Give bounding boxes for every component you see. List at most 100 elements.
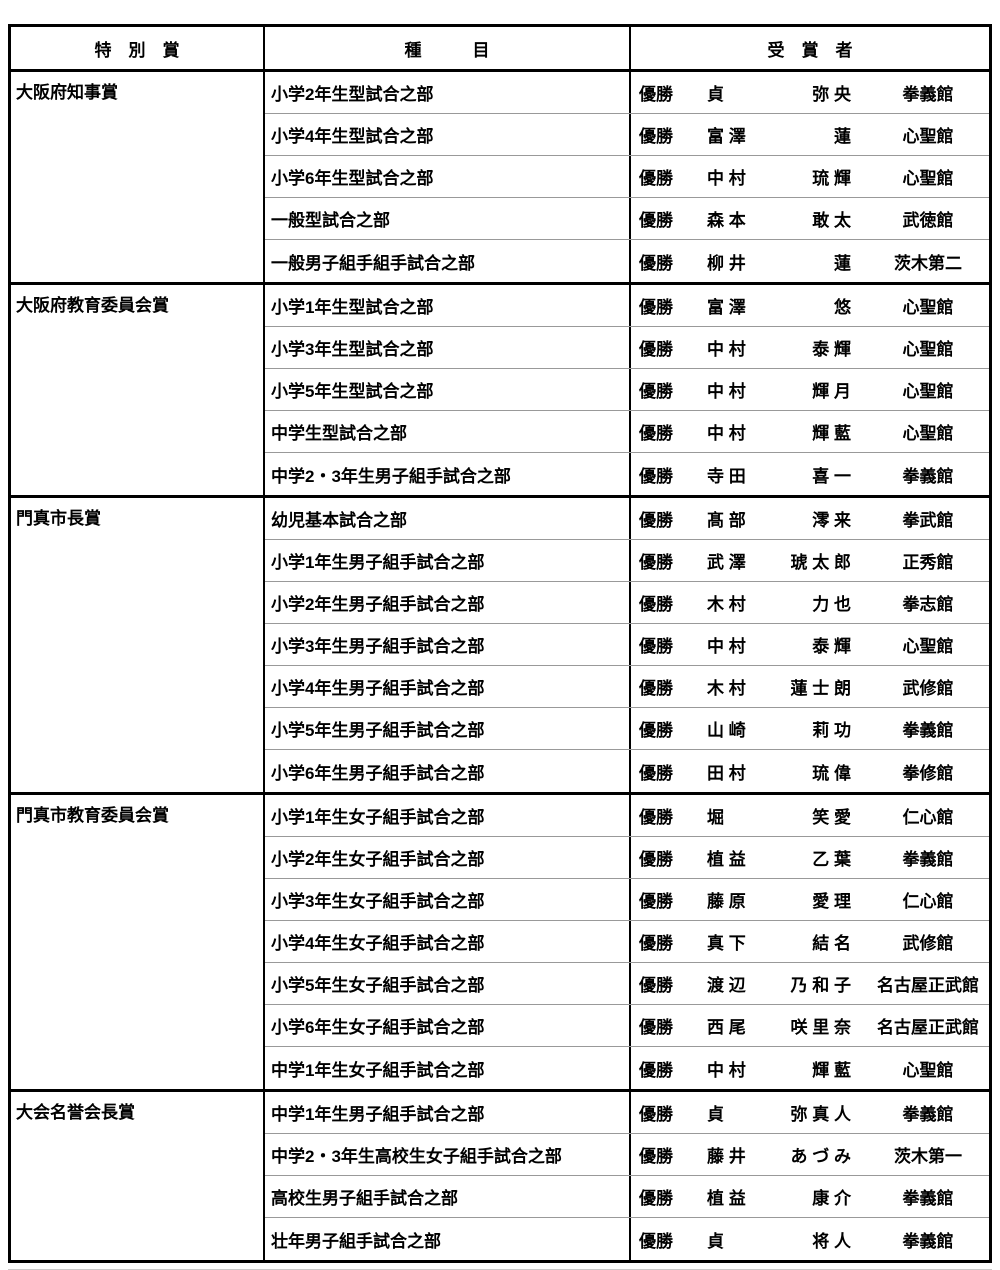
recipient-cell: 優勝 中 村 輝 藍 心聖館 (631, 411, 989, 452)
rank-label: 優勝 (639, 1105, 673, 1124)
table-row: 中学生型試合之部 優勝 中 村 輝 藍 心聖館 (265, 411, 989, 453)
winner-surname: 中 村 (707, 1060, 746, 1080)
winner-surname: 貞 (707, 85, 724, 104)
winner-surname: 渡 辺 (707, 976, 746, 995)
table-row: 中学2・3年生高校生女子組手試合之部 優勝 藤 井 あ づ み 茨木第一 (265, 1134, 989, 1176)
event-name: 小学4年生女子組手試合之部 (265, 921, 631, 962)
recipient-cell: 優勝 藤 井 あ づ み 茨木第一 (631, 1134, 989, 1175)
winner-given-name: 力 也 (812, 595, 851, 614)
rank-label: 優勝 (639, 466, 673, 486)
event-name: 小学2年生型試合之部 (265, 72, 631, 113)
recipient-cell: 優勝 植 益 康 介 拳義館 (631, 1176, 989, 1217)
winner-surname: 藤 原 (707, 892, 746, 911)
winner-given-name: 将 人 (812, 1231, 851, 1251)
rank-label: 優勝 (639, 934, 673, 953)
table-row: 小学3年生男子組手試合之部 優勝 中 村 泰 輝 心聖館 (265, 624, 989, 666)
recipient-cell: 優勝 富 澤 蓮 心聖館 (631, 114, 989, 155)
table-row: 一般型試合之部 優勝 森 本 敢 太 武徳館 (265, 198, 989, 240)
recipient-cell: 優勝 中 村 泰 輝 心聖館 (631, 327, 989, 368)
winner-dojo: 拳修館 (902, 763, 954, 783)
winner-given-name: 琥 太 郎 (790, 553, 851, 572)
winner-given-name: 乙 葉 (812, 850, 851, 869)
event-name: 壮年男子組手試合之部 (265, 1218, 631, 1260)
winner-dojo: 茨木第二 (894, 253, 962, 273)
rank-label: 優勝 (639, 340, 673, 359)
winner-given-name: 愛 理 (812, 892, 851, 911)
rank-label: 優勝 (639, 511, 673, 530)
recipient-cell: 優勝 中 村 輝 藍 心聖館 (631, 1047, 989, 1089)
winner-given-name: 喜 一 (812, 466, 851, 486)
table-row: 小学4年生女子組手試合之部 優勝 真 下 結 名 武修館 (265, 921, 989, 963)
award-group: 大阪府知事賞 小学2年生型試合之部 優勝 貞 弥 央 拳義館 小学4年生型試合之… (11, 72, 989, 285)
winner-surname: 富 澤 (707, 298, 746, 317)
event-name: 小学6年生型試合之部 (265, 156, 631, 197)
recipient-cell: 優勝 田 村 琉 偉 拳修館 (631, 750, 989, 792)
event-name: 小学3年生女子組手試合之部 (265, 879, 631, 920)
winner-given-name: 琉 偉 (812, 763, 851, 783)
table-row: 小学5年生女子組手試合之部 優勝 渡 辺 乃 和 子 名古屋正武館 (265, 963, 989, 1005)
winner-surname: 富 澤 (707, 127, 746, 146)
winner-surname: 中 村 (707, 382, 746, 401)
rank-label: 優勝 (639, 763, 673, 783)
recipient-cell: 優勝 真 下 結 名 武修館 (631, 921, 989, 962)
winner-given-name: 笑 愛 (812, 808, 851, 827)
winner-surname: 西 尾 (707, 1018, 746, 1037)
award-name: 大阪府知事賞 (11, 72, 265, 282)
winner-surname: 貞 (707, 1231, 724, 1251)
recipient-cell: 優勝 木 村 蓮 士 朗 武修館 (631, 666, 989, 707)
rank-label: 優勝 (639, 679, 673, 698)
winner-given-name: 泰 輝 (812, 637, 851, 656)
award-name: 大会名誉会長賞 (11, 1092, 265, 1260)
table-row: 小学6年生男子組手試合之部 優勝 田 村 琉 偉 拳修館 (265, 750, 989, 792)
event-name: 幼児基本試合之部 (265, 498, 631, 539)
recipient-cell: 優勝 山 崎 莉 功 拳義館 (631, 708, 989, 749)
recipient-cell: 優勝 貞 将 人 拳義館 (631, 1218, 989, 1260)
award-name: 門真市教育委員会賞 (11, 795, 265, 1089)
winner-surname: 真 下 (707, 934, 746, 953)
rank-label: 優勝 (639, 382, 673, 401)
winner-surname: 田 村 (707, 763, 746, 783)
winner-dojo: 心聖館 (902, 637, 954, 656)
winner-given-name: 輝 月 (812, 382, 851, 401)
event-name: 小学4年生型試合之部 (265, 114, 631, 155)
winner-dojo: 心聖館 (902, 382, 954, 401)
event-name: 小学6年生男子組手試合之部 (265, 750, 631, 792)
table-row: 一般男子組手組手試合之部 優勝 柳 井 蓮 茨木第二 (265, 240, 989, 282)
event-name: 高校生男子組手試合之部 (265, 1176, 631, 1217)
table-row: 小学3年生型試合之部 優勝 中 村 泰 輝 心聖館 (265, 327, 989, 369)
rank-label: 優勝 (639, 892, 673, 911)
table-row: 小学2年生女子組手試合之部 優勝 植 益 乙 葉 拳義館 (265, 837, 989, 879)
event-name: 中学1年生女子組手試合之部 (265, 1047, 631, 1089)
rank-label: 優勝 (639, 1231, 673, 1251)
table-row: 小学2年生男子組手試合之部 優勝 木 村 力 也 拳志館 (265, 582, 989, 624)
winner-dojo: 心聖館 (902, 424, 954, 443)
award-group: 門真市長賞 幼児基本試合之部 優勝 髙 部 澪 来 拳武館 小学1年生男子組手試… (11, 498, 989, 795)
awards-table: 特 別 賞 種 目 受 賞 者 大阪府知事賞 小学2年生型試合之部 優勝 貞 弥… (8, 24, 992, 1263)
recipient-cell: 優勝 堀 笑 愛 仁心館 (631, 795, 989, 836)
table-row: 小学4年生型試合之部 優勝 富 澤 蓮 心聖館 (265, 114, 989, 156)
rank-label: 優勝 (639, 595, 673, 614)
group-rows: 幼児基本試合之部 優勝 髙 部 澪 来 拳武館 小学1年生男子組手試合之部 優勝… (265, 498, 989, 792)
winner-dojo: 心聖館 (902, 298, 954, 317)
recipient-cell: 優勝 貞 弥 央 拳義館 (631, 72, 989, 113)
winner-surname: 堀 (707, 808, 724, 827)
event-name: 一般型試合之部 (265, 198, 631, 239)
winner-given-name: 弥 央 (812, 85, 851, 104)
winner-given-name: 輝 藍 (812, 1060, 851, 1080)
event-name: 小学2年生女子組手試合之部 (265, 837, 631, 878)
header-special-award: 特 別 賞 (11, 27, 265, 69)
group-rows: 小学1年生女子組手試合之部 優勝 堀 笑 愛 仁心館 小学2年生女子組手試合之部… (265, 795, 989, 1089)
winner-surname: 中 村 (707, 424, 746, 443)
winner-dojo: 拳義館 (902, 1231, 954, 1251)
winner-surname: 寺 田 (707, 466, 746, 486)
event-name: 小学1年生型試合之部 (265, 285, 631, 326)
winner-dojo: 拳義館 (902, 1105, 954, 1124)
winner-dojo: 仁心館 (902, 892, 954, 911)
rank-label: 優勝 (639, 1018, 673, 1037)
winner-surname: 中 村 (707, 169, 746, 188)
event-name: 小学3年生男子組手試合之部 (265, 624, 631, 665)
recipient-cell: 優勝 西 尾 咲 里 奈 名古屋正武館 (631, 1005, 989, 1046)
rank-label: 優勝 (639, 1147, 673, 1166)
winner-given-name: 咲 里 奈 (790, 1018, 851, 1037)
event-name: 小学5年生型試合之部 (265, 369, 631, 410)
